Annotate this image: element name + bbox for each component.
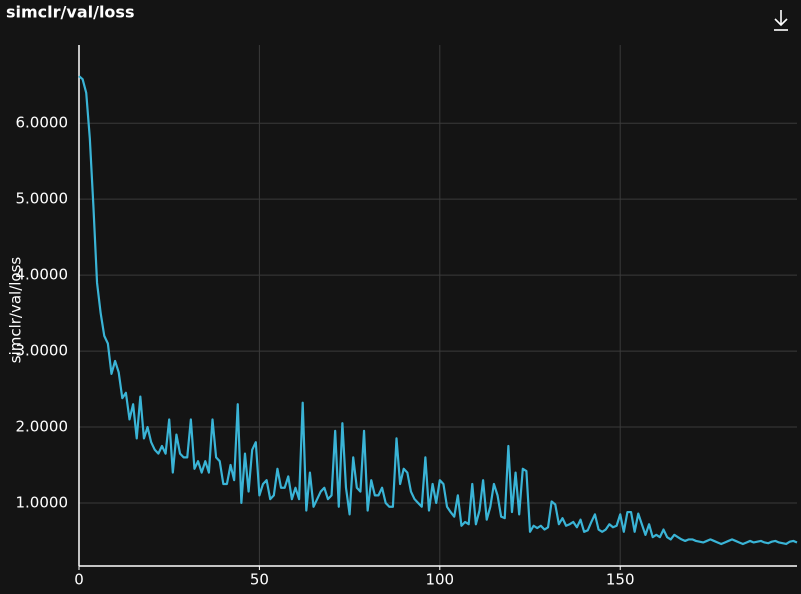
x-tick-label: 150 bbox=[606, 571, 635, 589]
y-tick-label: 2.0000 bbox=[16, 418, 69, 436]
chart-title: simclr/val/loss bbox=[6, 3, 134, 22]
data-line bbox=[78, 75, 798, 546]
x-tick-label: 100 bbox=[425, 571, 454, 589]
x-tick-label: 0 bbox=[74, 571, 84, 589]
y-tick-label: 1.0000 bbox=[16, 493, 69, 511]
download-button[interactable] bbox=[774, 10, 788, 31]
y-tick-label: 5.0000 bbox=[16, 190, 69, 208]
y-tick-label: 3.0000 bbox=[16, 342, 69, 360]
download-icon-arrow[interactable] bbox=[774, 18, 788, 27]
x-tick-label: 50 bbox=[250, 571, 269, 589]
y-axis-label: simclr/val/loss bbox=[7, 257, 25, 364]
y-tick-label: 6.0000 bbox=[16, 114, 69, 132]
y-tick-label: 4.0000 bbox=[16, 266, 69, 284]
